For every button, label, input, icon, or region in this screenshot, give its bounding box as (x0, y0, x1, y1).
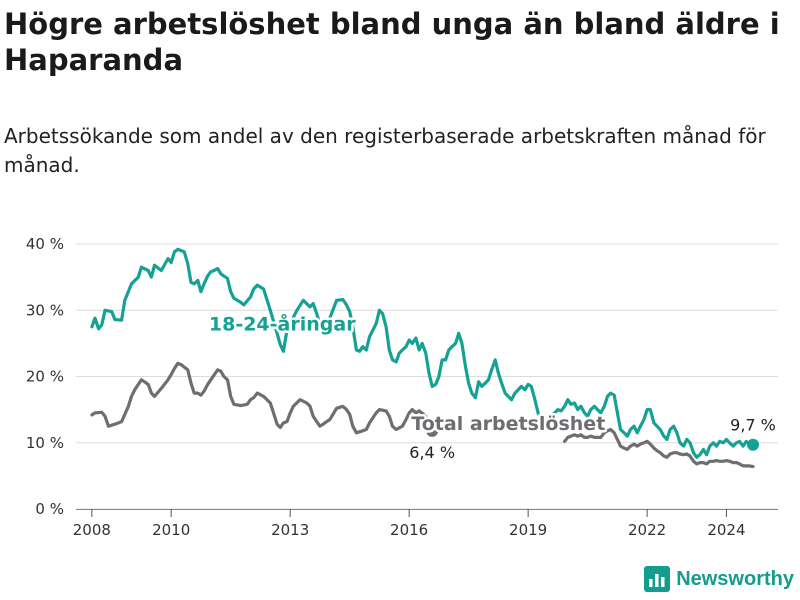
y-tick-label: 0 % (35, 500, 64, 518)
series-end-point-0 (747, 438, 760, 451)
y-tick-label: 30 % (26, 301, 64, 319)
x-tick-label: 2016 (390, 521, 428, 539)
y-tick-label: 40 % (26, 235, 64, 253)
series-line-2 (563, 427, 755, 469)
series-end-label-0: 9,7 % (730, 416, 776, 435)
newsworthy-logo-icon (644, 566, 671, 592)
x-tick-label: 2019 (509, 521, 547, 539)
series-line-1 (90, 361, 434, 435)
x-tick-label: 2013 (271, 521, 309, 539)
series-line-0 (90, 247, 755, 459)
x-tick-label: 2022 (628, 521, 666, 539)
grid-layer (76, 243, 778, 510)
x-tick-label: 2024 (707, 521, 745, 539)
series-end-label-1: 6,4 % (409, 443, 455, 462)
axis-layer: 0 % 10 % 20 % 30 % 40 % 2008 2010 2013 2016 2019 2… (26, 235, 778, 539)
chart-subtitle: Arbetssökande som andel av den registerb… (4, 124, 766, 177)
newsworthy-logo: Newsworthy (644, 566, 794, 592)
chart-title: Högre arbetslöshet bland unga än bland ä… (4, 7, 780, 77)
line-chart: 0 % 10 % 20 % 30 % 40 % 2008 2010 2013 2016 2019 2… (26, 235, 778, 539)
x-tick-label: 2010 (152, 521, 190, 539)
y-tick-label: 20 % (26, 368, 64, 386)
series-layer (90, 247, 760, 469)
series-name-label-1: Total arbetslöshet (411, 413, 605, 435)
label-layer: 9,7 % 18-24-åringar 6,4 % Total arbetslöshe… (206, 309, 776, 462)
series-end-point-1 (426, 424, 439, 437)
y-tick-label: 10 % (26, 434, 64, 452)
x-tick-label: 2008 (73, 521, 111, 539)
series-name-label-0: 18-24-åringar (209, 312, 356, 336)
brand-name: Newsworthy (676, 567, 794, 590)
